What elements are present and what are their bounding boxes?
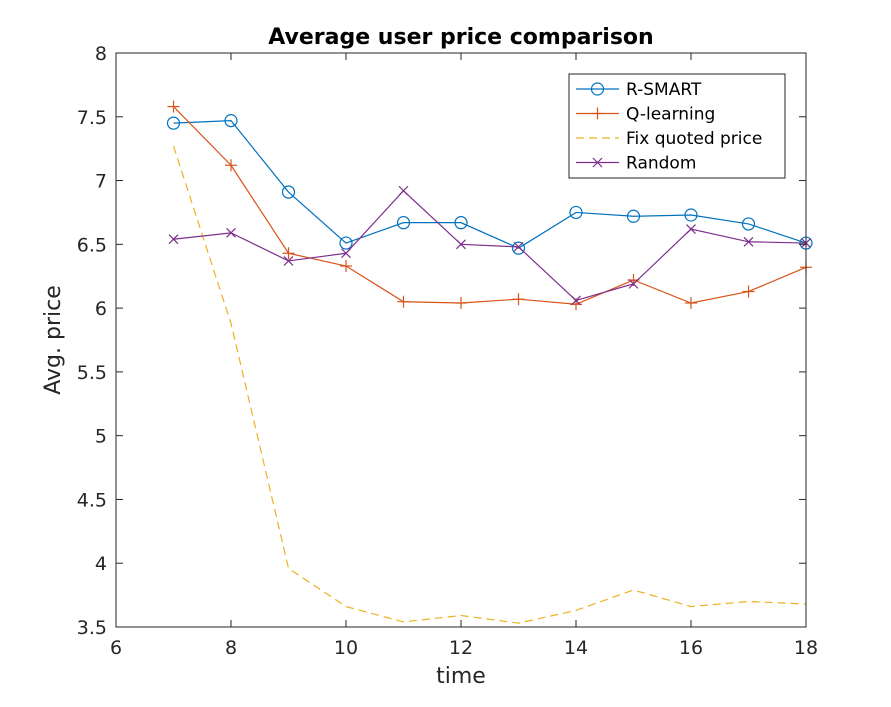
data-point-random — [283, 255, 294, 266]
y-tick-label: 4.5 — [77, 489, 107, 511]
marker-stroke — [456, 239, 466, 250]
marker-stroke — [226, 227, 236, 238]
x-axis-label: time — [436, 664, 486, 689]
ticks-layer: 6 8 10 12 14 16 18 3.5 4 4.5 5 5.5 6 6.5 7 7.5 8 — [77, 43, 818, 659]
data-point-q-learning — [455, 297, 467, 310]
data-point-random — [398, 185, 409, 196]
data-point-r-smart — [684, 208, 698, 222]
data-point-r-smart — [166, 116, 181, 130]
series-line-r-smart — [173, 119, 807, 249]
data-point-q-learning — [742, 285, 755, 298]
data-point-q-learning — [282, 247, 295, 260]
data-point-random — [571, 295, 581, 306]
data-point-random — [341, 248, 351, 259]
legend-label: Q-learning — [626, 105, 715, 125]
marker-stroke — [592, 157, 603, 168]
data-point-r-smart — [339, 236, 353, 250]
y-axis-label: Avg. price — [41, 285, 66, 394]
legend-item-q-learning: Q-learning — [576, 105, 715, 125]
legend-marker — [592, 157, 603, 168]
data-point-r-smart — [281, 185, 296, 199]
y-tick-label: 5.5 — [77, 362, 107, 384]
series-fix-quoted-price — [172, 145, 807, 624]
legend-item-fix-quoted-price: Fix quoted price — [576, 129, 762, 149]
marker-stroke — [743, 236, 754, 247]
marker-stroke — [628, 278, 639, 289]
y-tick-label: 6 — [95, 298, 107, 320]
data-point-r-smart — [741, 217, 756, 231]
data-point-random — [513, 241, 524, 252]
data-point-r-smart — [454, 216, 468, 230]
data-point-q-learning — [512, 293, 525, 306]
chart-title: Average user price comparison — [268, 25, 653, 50]
x-tick-label: 6 — [110, 637, 122, 659]
data-point-q-learning — [340, 260, 352, 273]
legend-label: Fix quoted price — [626, 129, 762, 149]
data-point-q-learning — [167, 100, 180, 113]
marker-stroke — [513, 241, 524, 252]
data-point-random — [743, 236, 754, 247]
data-point-r-smart — [569, 205, 583, 220]
marker-stroke — [686, 224, 696, 234]
y-tick-label: 4 — [95, 553, 107, 575]
data-point-q-learning — [397, 295, 410, 308]
x-tick-label: 12 — [449, 637, 473, 659]
marker-stroke — [283, 255, 294, 266]
y-tick-label: 8 — [95, 43, 107, 65]
x-tick-label: 16 — [679, 637, 703, 659]
y-tick-label: 5 — [95, 426, 107, 448]
y-tick-label: 6.5 — [77, 234, 107, 256]
legend-label: R-SMART — [626, 80, 702, 100]
legend-marker — [590, 82, 605, 96]
series-line-random — [173, 189, 807, 302]
series-line-fix-quoted-price — [172, 145, 807, 624]
data-point-q-learning — [225, 159, 237, 172]
legend-label: Random — [626, 154, 696, 174]
y-tick-label: 7.5 — [77, 107, 107, 129]
marker-stroke — [168, 234, 179, 245]
data-point-q-learning — [685, 297, 697, 310]
marker-stroke — [571, 295, 581, 306]
legend-box — [568, 73, 786, 179]
data-point-r-smart — [224, 114, 238, 128]
data-point-random — [686, 224, 696, 234]
x-tick-label: 14 — [564, 637, 588, 659]
marker-stroke — [398, 185, 409, 196]
legend-marker — [591, 107, 604, 120]
x-tick-label: 8 — [225, 637, 237, 659]
data-point-random — [628, 278, 639, 289]
x-tick-label: 10 — [334, 637, 358, 659]
x-tick-label: 18 — [794, 637, 818, 659]
series-line-q-learning — [173, 106, 807, 305]
y-tick-label: 7 — [95, 171, 107, 193]
y-tick-label: 3.5 — [77, 617, 107, 639]
data-point-r-smart — [626, 209, 641, 223]
marker-stroke — [341, 248, 351, 259]
legend-item-random: Random — [576, 154, 696, 174]
data-point-r-smart — [511, 241, 526, 255]
legend: R-SMART Q-learning Fix quoted price Random — [568, 73, 786, 179]
data-point-random — [226, 227, 236, 238]
data-point-random — [456, 239, 466, 250]
legend-item-r-smart: R-SMART — [576, 80, 702, 100]
data-point-r-smart — [396, 216, 411, 230]
data-point-random — [168, 234, 179, 245]
